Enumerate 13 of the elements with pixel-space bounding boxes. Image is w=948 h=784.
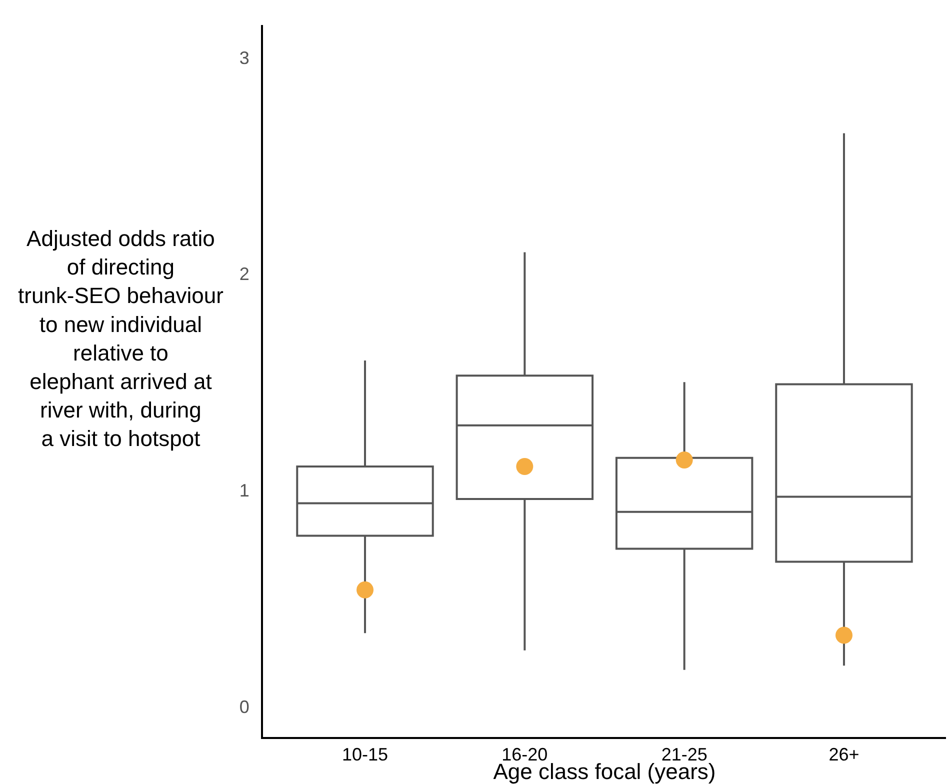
y-tick-label: 2 — [239, 264, 250, 284]
x-tick-label: 21-25 — [661, 744, 708, 765]
x-tick-label: 16-20 — [502, 744, 548, 765]
point — [516, 458, 534, 475]
y-tick-label: 3 — [239, 48, 250, 68]
x-tick-label: 10-15 — [342, 744, 388, 765]
point — [836, 626, 852, 644]
y-axis-title: Adjusted odds ratio of directing trunk-SEO behaviour to new individual relative to elephant arrived at river with, during a visit to hotspot — [18, 226, 224, 452]
point — [676, 451, 693, 468]
x-tick-label: 26+ — [828, 744, 860, 765]
point — [356, 581, 374, 598]
y-tick-label: 0 — [239, 697, 250, 717]
y-tick-label: 1 — [239, 480, 250, 501]
